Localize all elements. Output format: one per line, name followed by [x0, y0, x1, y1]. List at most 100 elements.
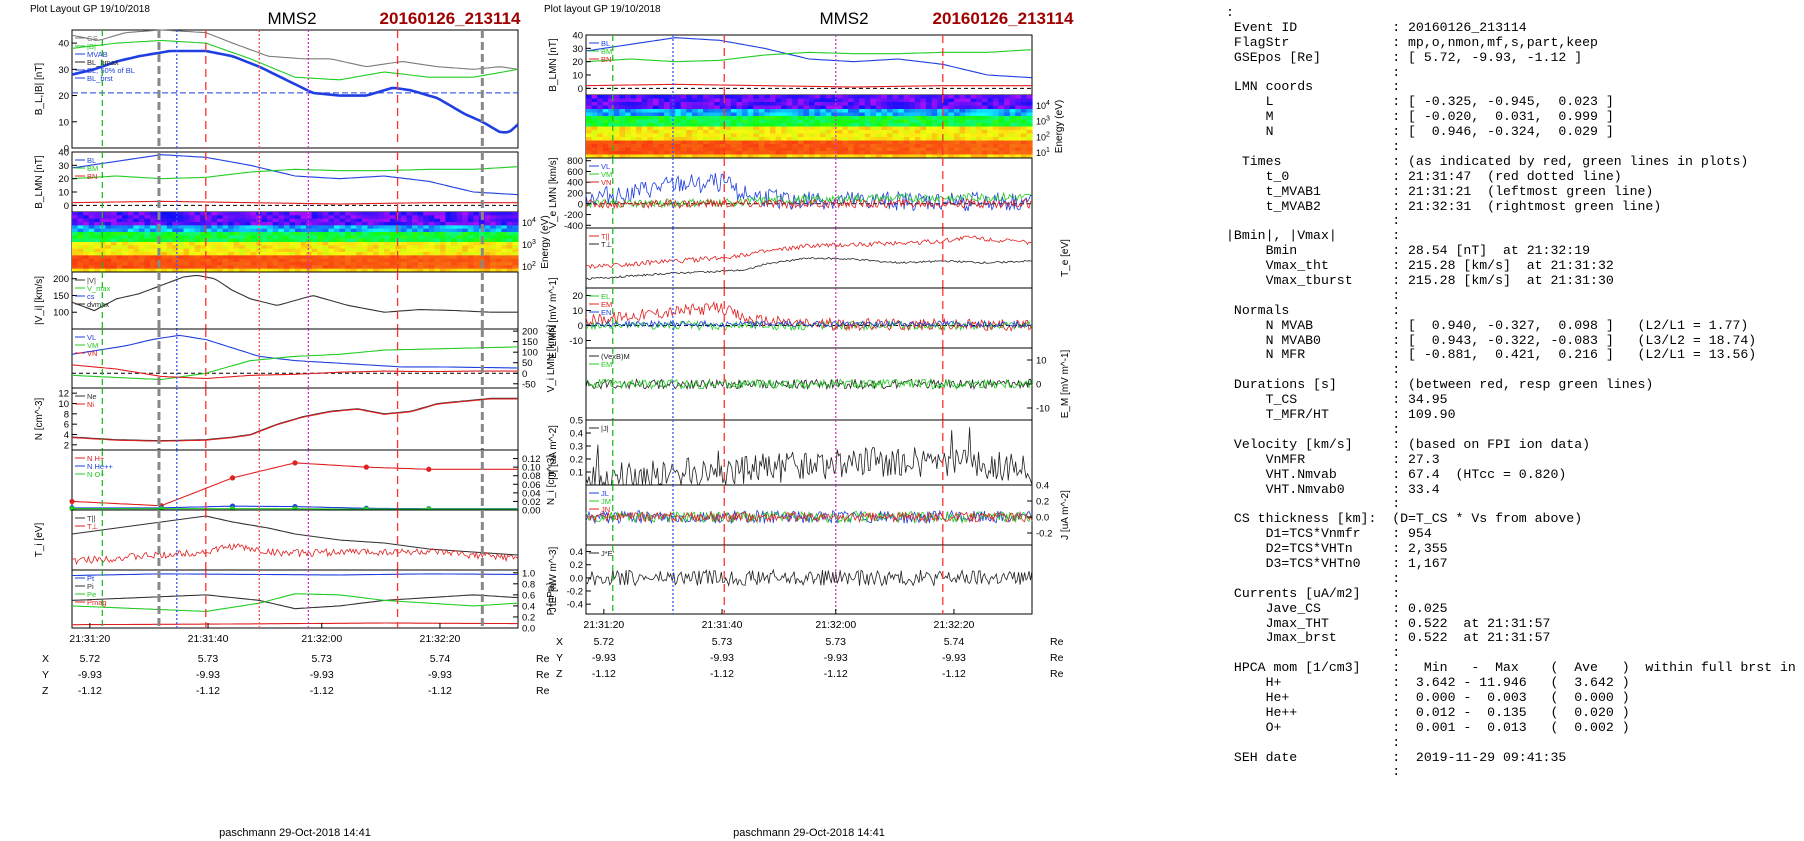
heatmap-cell	[658, 98, 665, 103]
heatmap-cell	[317, 222, 324, 226]
heatmap-cell	[625, 130, 632, 135]
heatmap-tick: 104	[522, 217, 536, 228]
heatmap-cell	[72, 242, 79, 246]
heatmap-cell	[875, 112, 883, 117]
heatmap-cell	[99, 228, 107, 233]
heatmap-cell	[898, 140, 905, 145]
heatmap-cell	[814, 123, 821, 128]
series-point	[292, 460, 298, 466]
heatmap-cell	[200, 258, 207, 263]
heatmap-cell	[714, 119, 721, 124]
heatmap-cell	[289, 245, 296, 250]
heatmap-cell	[1020, 123, 1028, 128]
heatmap-cell	[116, 238, 123, 243]
heatmap-cell	[451, 245, 458, 250]
heatmap-cell	[892, 144, 899, 149]
heatmap-cell	[339, 222, 346, 226]
heatmap-cell	[948, 126, 955, 131]
heatmap-cell	[825, 130, 832, 135]
orbit-value: -1.12	[592, 668, 616, 680]
heatmap-cell	[111, 252, 118, 256]
heatmap-cell	[597, 116, 604, 121]
heatmap-cell	[172, 235, 179, 240]
heatmap-cell	[122, 245, 129, 250]
heatmap-cell	[730, 95, 738, 100]
heatmap-cell	[664, 123, 671, 128]
heatmap-cell	[786, 98, 793, 103]
heatmap-cell	[903, 105, 910, 110]
heatmap-cell	[831, 154, 838, 159]
heatmap-cell	[222, 235, 229, 240]
heatmap-cell	[586, 109, 593, 114]
heatmap-cell	[781, 130, 788, 135]
heatmap-cell	[658, 119, 665, 124]
heatmap-cell	[423, 215, 430, 220]
heatmap-cell	[1026, 144, 1033, 149]
y-tick-label: 0.0	[570, 573, 583, 584]
heatmap-cell	[339, 245, 346, 250]
heatmap-cell	[619, 144, 626, 149]
heatmap-cell	[361, 265, 369, 270]
y-tick-label: 10	[58, 188, 69, 199]
heatmap-cell	[161, 255, 168, 260]
heatmap-cell	[216, 228, 224, 233]
heatmap-cell	[691, 147, 699, 152]
heatmap-cell	[512, 232, 519, 236]
heatmap-cell	[875, 123, 883, 128]
heatmap-cell	[99, 218, 107, 223]
heatmap-cell	[345, 242, 352, 246]
heatmap-cell	[953, 116, 961, 121]
heatmap-cell	[144, 228, 151, 233]
heatmap-cell	[244, 265, 251, 270]
series-line	[71, 49, 519, 134]
heatmap-cell	[926, 154, 933, 159]
heatmap-cell	[295, 235, 302, 240]
heatmap-cell	[72, 232, 79, 236]
heatmap-cell	[970, 95, 977, 100]
heatmap-cell	[658, 133, 665, 138]
heatmap-cell	[1026, 102, 1033, 107]
heatmap-cell	[903, 147, 910, 152]
heatmap-cell	[708, 123, 715, 128]
heatmap-cell	[914, 123, 922, 128]
heatmap-cell	[216, 245, 224, 250]
heatmap-cell	[641, 109, 648, 114]
heatmap-cell	[797, 154, 805, 159]
heatmap-cell	[490, 255, 497, 260]
y-tick-label: -50	[522, 379, 536, 390]
heatmap-cell	[1020, 126, 1028, 131]
heatmap-cell	[613, 109, 621, 114]
heatmap-cell	[931, 105, 938, 110]
heatmap-cell	[625, 119, 632, 124]
heatmap-cell	[797, 140, 805, 145]
heatmap-cell	[300, 228, 307, 233]
heatmap-cell	[613, 98, 621, 103]
heatmap-cell	[490, 252, 497, 256]
heatmap-cell	[328, 222, 335, 226]
heatmap-cell	[361, 238, 369, 243]
heatmap-cell	[367, 232, 374, 236]
heatmap-cell	[244, 232, 251, 236]
heatmap-cell	[228, 235, 235, 240]
heatmap-cell	[478, 255, 486, 260]
heatmap-cell	[423, 248, 430, 253]
heatmap-cell	[680, 123, 687, 128]
heatmap-cell	[289, 252, 296, 256]
heatmap-cell	[797, 123, 805, 128]
heatmap-cell	[250, 255, 257, 260]
heatmap-cell	[194, 238, 201, 243]
heatmap-cell	[506, 238, 514, 243]
heatmap-cell	[742, 112, 749, 117]
heatmap-cell	[189, 212, 196, 216]
heatmap-cell	[809, 102, 816, 107]
heatmap-cell	[116, 258, 123, 263]
heatmap-cell	[881, 130, 888, 135]
heatmap-cell	[669, 116, 676, 121]
heatmap-cell	[295, 248, 302, 253]
heatmap-cell	[870, 133, 877, 138]
heatmap-cell	[859, 123, 866, 128]
heatmap-cell	[506, 218, 514, 223]
heatmap-cell	[742, 147, 749, 152]
heatmap-cell	[992, 126, 1000, 131]
heatmap-cell	[719, 144, 726, 149]
